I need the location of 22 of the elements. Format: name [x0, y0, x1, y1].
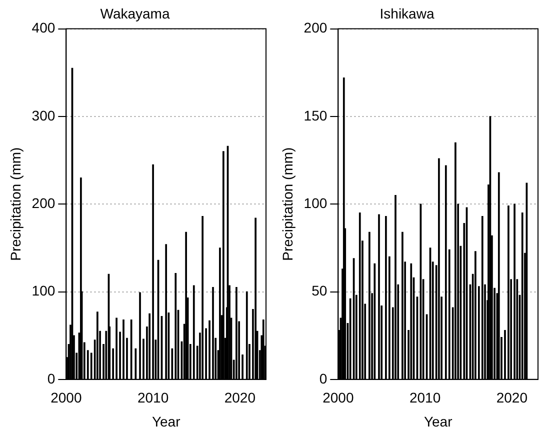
chart-title: Ishikawa [380, 5, 434, 22]
chart-title: Wakayama [100, 5, 170, 22]
x-tick-label: 2000 [322, 390, 354, 406]
x-tick-label: 2010 [409, 390, 441, 406]
x-axis-title: Year [424, 413, 453, 430]
y-tick-label: 0 [319, 370, 328, 386]
y-axis-title: Precipitation (mm) [7, 147, 24, 261]
x-tick-label: 2000 [50, 390, 82, 406]
y-tick-label: 150 [304, 107, 328, 124]
x-tick-label: 2010 [137, 390, 169, 406]
x-axis-title: Year [152, 413, 181, 430]
y-tick-label: 100 [32, 282, 56, 299]
y-tick-label: 400 [32, 20, 56, 36]
y-tick-label: 200 [304, 20, 328, 36]
y-tick-label: 100 [304, 194, 328, 211]
x-tick-label: 2020 [496, 390, 528, 406]
y-tick-label: 50 [312, 282, 328, 299]
y-tick-label: 300 [32, 107, 56, 124]
y-tick-label: 200 [32, 194, 56, 211]
x-tick-label: 2020 [224, 390, 256, 406]
y-axis-title: Precipitation (mm) [279, 147, 296, 261]
y-tick-label: 0 [47, 370, 56, 386]
